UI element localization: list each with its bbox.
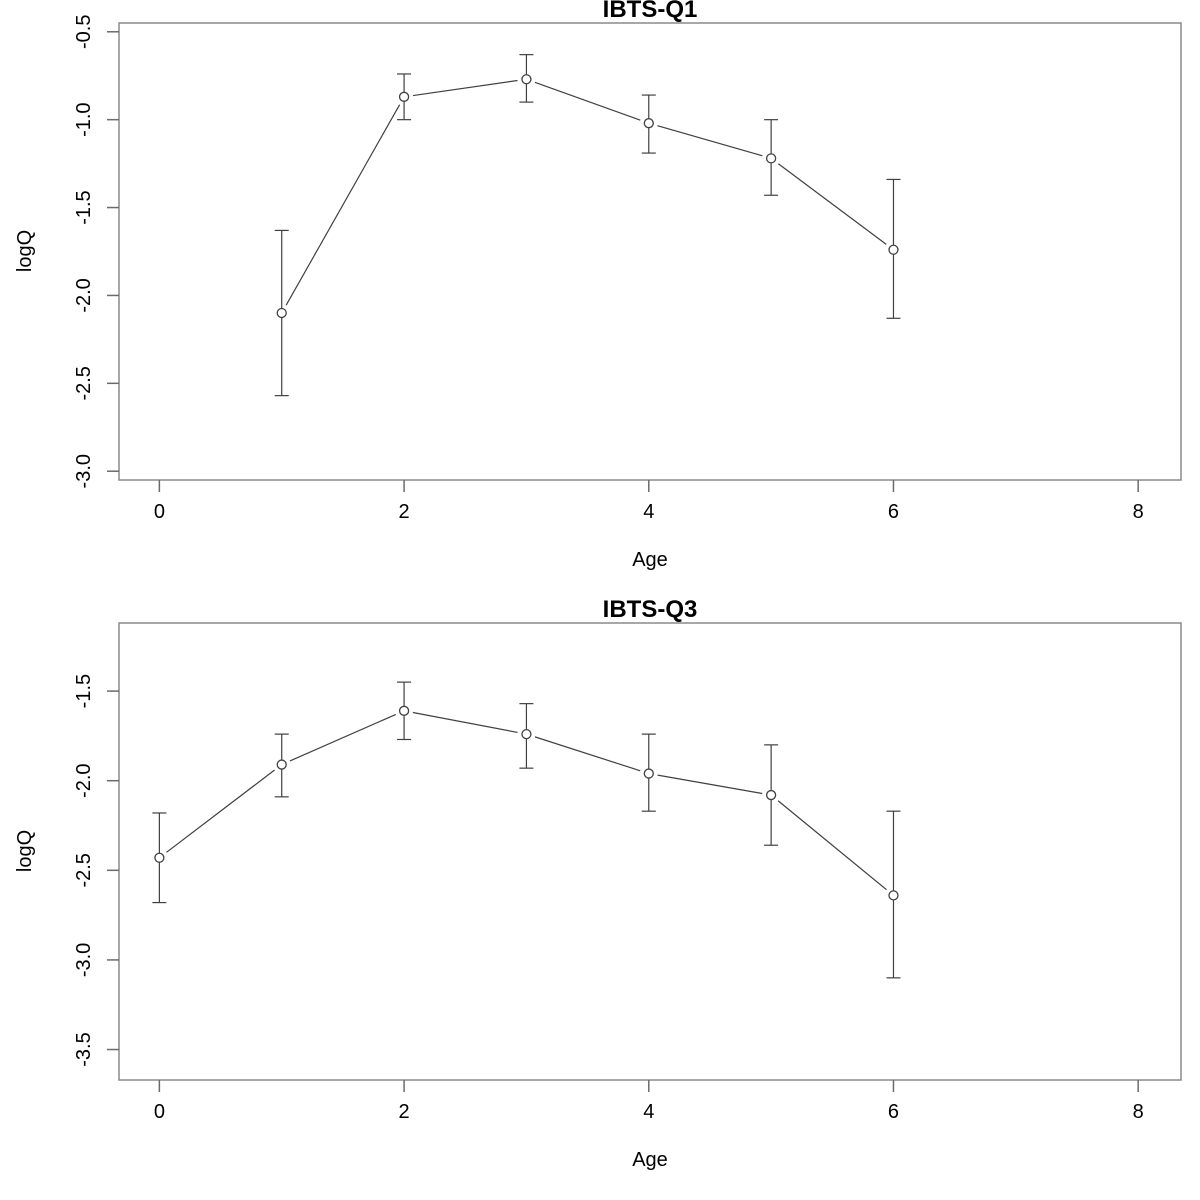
series-segment (412, 79, 518, 97)
y-tick-label: -2.5 (73, 853, 95, 887)
data-point-marker (398, 91, 410, 102)
series-segment (289, 713, 397, 762)
x-tick-label: 0 (154, 1101, 165, 1123)
x-tick-label: 4 (643, 501, 654, 523)
chart-title: IBTS-Q1 (603, 0, 698, 23)
data-point-marker (643, 768, 654, 779)
y-tick-label: -1.5 (73, 190, 95, 224)
data-point-marker (276, 307, 287, 319)
x-tick-label: 2 (399, 1101, 410, 1123)
plot-area: 0 2 4 6 8 -0.5 -1.0 -1.5 -2.0 -2.5 -3.0 (73, 15, 1182, 523)
series-segment (777, 163, 887, 245)
series-segment (657, 125, 763, 157)
y-tick-label: -3.0 (73, 454, 95, 488)
y-tick-label: -0.5 (73, 15, 95, 49)
series-segment (534, 81, 641, 121)
y-tick-label: -1.0 (73, 102, 95, 136)
chart-panel-ibts-q3: IBTS-Q3 Age logQ 0 2 4 6 8 -1.5 -2.0 -2.5 -3.0 -3… (14, 600, 1182, 1171)
y-tick-label: -3.5 (73, 1032, 95, 1066)
y-axis-label: logQ (14, 830, 36, 872)
series-segment (534, 736, 641, 772)
y-axis-label: logQ (14, 230, 36, 272)
y-tick-label: -1.5 (73, 674, 95, 708)
plot-frame (118, 22, 1182, 481)
y-tick-label: -2.0 (73, 278, 95, 312)
data-point-marker (888, 890, 899, 901)
data-point-marker (154, 852, 165, 863)
data-point-marker (888, 244, 899, 255)
x-tick-label: 6 (888, 501, 899, 523)
series-segment (777, 800, 887, 891)
series-segment (166, 769, 275, 853)
y-tick-label: -2.5 (73, 366, 95, 400)
data-point-marker (643, 118, 654, 129)
data-point-marker (765, 153, 777, 164)
x-tick-label: 4 (643, 1101, 654, 1123)
data-point-marker (276, 759, 287, 770)
data-point-marker (521, 728, 532, 740)
chart-panel-ibts-q1: IBTS-Q1 Age logQ 0 2 4 6 8 -0.5 -1.0 -1.5 -2.0 -2… (14, 0, 1182, 571)
x-tick-label: 6 (888, 1101, 899, 1123)
series-segment (285, 104, 401, 306)
data-point-marker (398, 705, 410, 716)
y-tick-label: -3.0 (73, 943, 95, 977)
x-tick-label: 8 (1133, 501, 1144, 523)
series-segment (412, 711, 518, 734)
x-tick-label: 8 (1133, 1101, 1144, 1123)
data-point-marker (765, 789, 777, 801)
series-segment (657, 774, 763, 795)
x-tick-label: 2 (399, 501, 410, 523)
plot-frame (118, 622, 1182, 1081)
y-tick-label: -2.0 (73, 763, 95, 797)
data-point-marker (521, 74, 532, 85)
plot-area: 0 2 4 6 8 -1.5 -2.0 -2.5 -3.0 -3.5 (73, 622, 1182, 1123)
chart-title: IBTS-Q3 (603, 600, 698, 623)
x-tick-label: 0 (154, 501, 165, 523)
x-axis-label: Age (632, 549, 668, 571)
x-axis-label: Age (632, 1149, 668, 1171)
